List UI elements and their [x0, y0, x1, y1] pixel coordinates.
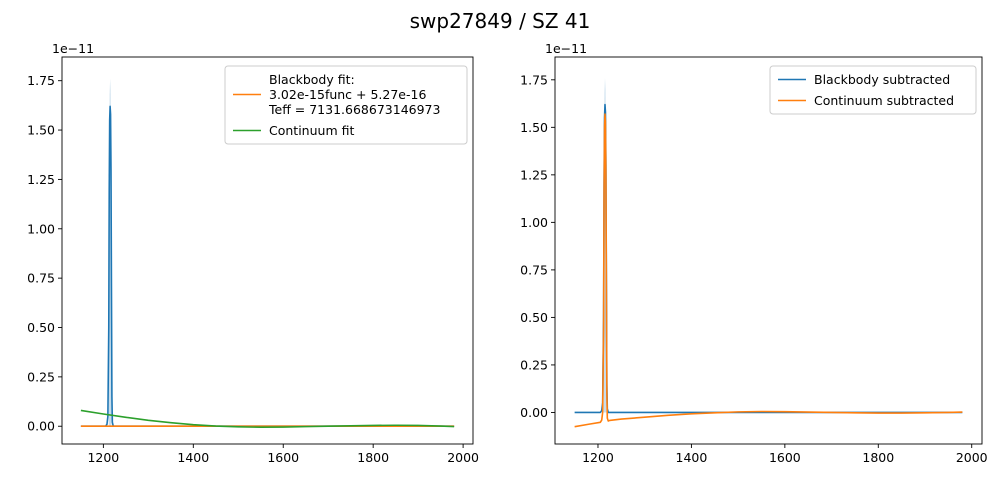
y-tick-label: 1.75 [520, 72, 548, 87]
axes-frame [554, 56, 983, 445]
x-tick-label: 1600 [769, 450, 801, 465]
legend: Blackbody fit: 3.02e-15func + 5.27e-16 Tef… [224, 65, 468, 145]
series-line-continuum-subtracted [574, 113, 963, 428]
y-tick-label: 1.25 [520, 167, 548, 182]
x-tick-label: 1600 [267, 450, 299, 465]
series-line-series-0 [80, 105, 455, 428]
x-tick-label: 1200 [87, 450, 119, 465]
y-tick-label: 1.50 [520, 120, 548, 135]
legend-entry: Blackbody subtracted [814, 72, 950, 87]
x-tick-label: 1200 [582, 450, 614, 465]
legend-frame [224, 65, 468, 145]
series-line-continuum-fit [80, 409, 455, 429]
x-tick-label: 1800 [357, 450, 389, 465]
legend-entry: Continuum fit [269, 123, 354, 138]
y-tick-label: 0.75 [520, 262, 548, 277]
series-line-blackbody-subtracted [574, 103, 963, 414]
y-tick-label: 0.75 [27, 271, 55, 286]
x-tick-label: 1800 [862, 450, 894, 465]
legend-entry: Continuum subtracted [814, 93, 954, 108]
legend-entry: Blackbody fit: 3.02e-15func + 5.27e-16 Tef… [268, 72, 440, 117]
y-tick-label: 1.25 [27, 172, 55, 187]
y-tick-label: 0.25 [520, 357, 548, 372]
x-tick-label: 2000 [956, 450, 988, 465]
y-tick-label: 1.75 [27, 73, 55, 88]
right-chart: 1200 1400 1600 1800 2000 0.00 0.25 0.50 0.75 1.00… [520, 41, 988, 465]
left-chart: 1200 1400 1600 1800 2000 0.00 0.25 0.50 0.75 1.00… [27, 41, 479, 465]
y-tick-label: 0.50 [27, 320, 55, 335]
axes-frame [61, 56, 474, 445]
error-band [108, 78, 112, 427]
y-tick-label: 0.50 [520, 310, 548, 325]
y-tick-label: 1.00 [520, 215, 548, 230]
legend: Blackbody subtracted Continuum subtracted [769, 65, 977, 115]
y-tick-label: 1.00 [27, 221, 55, 236]
y-tick-label: 0.00 [27, 419, 55, 434]
y-tick-label: 1.50 [27, 123, 55, 138]
x-tick-label: 2000 [447, 450, 479, 465]
y-tick-label: 0.25 [27, 369, 55, 384]
x-tick-label: 1400 [676, 450, 708, 465]
figure-title: swp27849 / SZ 41 [410, 9, 591, 33]
y-tick-label: 0.00 [520, 405, 548, 420]
x-tick-label: 1400 [177, 450, 209, 465]
legend-frame [769, 65, 977, 115]
y-offset-label: 1e−11 [52, 41, 94, 56]
y-offset-label: 1e−11 [545, 41, 587, 56]
